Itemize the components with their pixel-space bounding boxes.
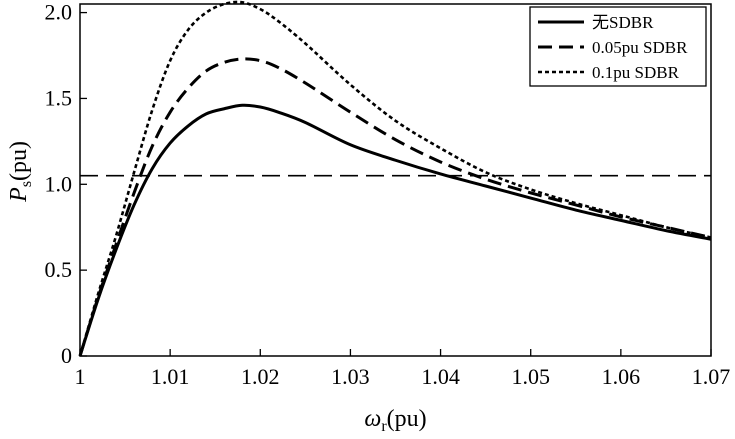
y-tick-label: 0.5 [45,257,73,282]
y-tick-label: 1.5 [45,85,73,110]
x-tick-label: 1.06 [602,364,641,389]
x-tick-label: 1.04 [421,364,460,389]
series-line-2 [78,57,712,357]
x-tick-label: 1.03 [331,364,370,389]
x-tick-label: 1.02 [241,364,280,389]
legend-label-1: 无SDBR [592,13,654,32]
series-layer [78,0,712,357]
y-axis-ticks: 0 0.5 1.0 1.5 2.0 [45,0,87,368]
plot-frame [79,3,712,357]
y-axis-label-main: P [6,187,32,203]
x-axis-label-unit: (pu) [387,406,427,432]
series-line-1 [78,103,712,357]
x-tick-label: 1 [75,364,86,389]
y-tick-label: 0 [61,343,72,368]
legend: 无SDBR 0.05pu SDBR 0.1pu SDBR [529,6,707,87]
y-tick-label: 2.0 [45,0,73,25]
y-axis-label: Ps(pu) [6,141,35,203]
y-tick-label: 1.0 [45,171,73,196]
x-axis-label-main: ω [364,406,381,432]
x-tick-label: 1.05 [511,364,550,389]
plot-area: 1 1.01 1.02 1.03 1.04 1.05 1.06 1.07 0 0.5 1.0 1.5… [45,0,731,389]
x-axis-ticks: 1 1.01 1.02 1.03 1.04 1.05 1.06 1.07 [75,349,731,389]
y-axis-label-unit: (pu) [6,141,32,181]
x-axis-label: ωr(pu) [364,406,426,435]
x-tick-label: 1.07 [692,364,731,389]
legend-label-3: 0.1pu SDBR [592,63,680,82]
x-axis-label-sub: r [381,418,387,435]
legend-label-2: 0.05pu SDBR [592,38,688,57]
legend-items: 无SDBR 0.05pu SDBR 0.1pu SDBR [538,13,688,82]
y-axis-label-sub: s [18,181,35,187]
x-tick-label: 1.01 [151,364,190,389]
